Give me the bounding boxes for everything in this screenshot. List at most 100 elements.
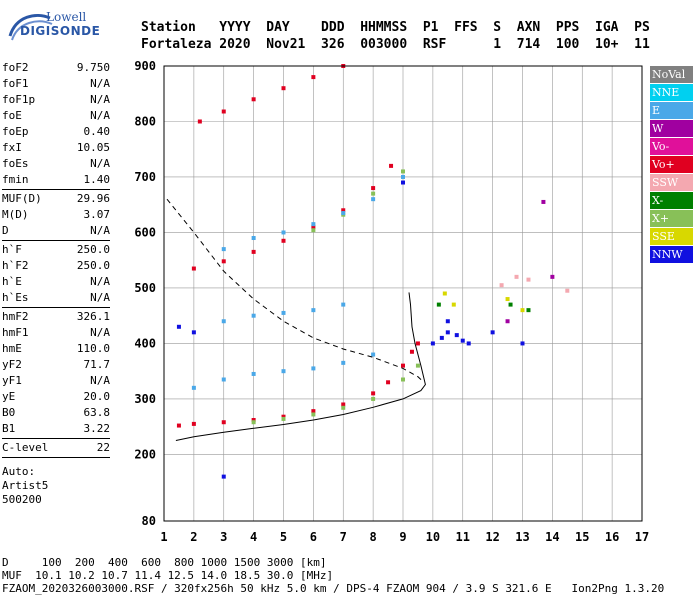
data-point	[520, 308, 525, 313]
data-point	[505, 319, 510, 324]
y-tick-label: 900	[134, 59, 156, 73]
x-tick-label: 3	[220, 530, 227, 544]
header-label: DDD	[321, 20, 361, 35]
x-tick-label: 10	[426, 530, 440, 544]
param-row: h`F2 250.0	[2, 258, 110, 274]
data-point	[371, 191, 376, 196]
data-point	[442, 291, 447, 296]
param-value: 29.96	[76, 192, 110, 205]
x-tick-label: 1	[160, 530, 167, 544]
param-name: B0	[2, 406, 16, 419]
data-point	[311, 366, 316, 371]
data-point	[281, 416, 286, 421]
y-tick-label: 80	[142, 514, 156, 528]
param-separator	[2, 438, 110, 439]
data-point	[454, 333, 459, 338]
logo-line1: Lowell	[46, 10, 87, 24]
param-value: 3.22	[83, 422, 111, 435]
legend-entry: W	[650, 120, 693, 137]
legend-entry: Vo+	[650, 156, 693, 173]
data-point	[460, 338, 465, 343]
param-value: 9.750	[76, 61, 110, 74]
data-point	[451, 302, 456, 307]
param-row: D N/A	[2, 223, 110, 239]
x-tick-labels: 1 2 3 4 5 6 7 8 9 10 11 12 13 14 15 16 17	[160, 530, 649, 544]
param-name: yE	[2, 390, 16, 403]
param-name: foEp	[2, 125, 29, 138]
header-label: P1	[422, 20, 455, 35]
parameter-panel: foF2 9.750 foF1 N/A foF1p N/A foE N/A foEp 0.40 fx…	[2, 60, 110, 507]
data-point	[415, 341, 420, 346]
data-point	[197, 119, 202, 124]
param-row: yF2 71.7	[2, 357, 110, 373]
data-point	[565, 288, 570, 293]
param-row: hmF1 N/A	[2, 325, 110, 341]
x-tick-label: 14	[545, 530, 559, 544]
legend-entry: NoVal	[650, 66, 693, 83]
data-point	[311, 224, 316, 229]
data-point	[508, 302, 513, 307]
chart-curves	[166, 198, 426, 441]
param-value: N/A	[90, 374, 110, 387]
data-point	[311, 308, 316, 313]
data-point	[401, 169, 405, 174]
param-row: foE N/A	[2, 108, 110, 124]
data-point	[221, 474, 226, 479]
data-point	[401, 377, 405, 382]
data-point	[191, 385, 196, 390]
data-point	[499, 283, 504, 288]
param-row: MUF(D) 29.96	[2, 191, 110, 207]
header-value: 003000	[360, 37, 423, 52]
data-point	[466, 341, 471, 346]
param-name: hmF1	[2, 326, 29, 339]
param-name: hmE	[2, 342, 22, 355]
header-label: PS	[634, 20, 658, 35]
data-point	[526, 277, 531, 282]
param-value: N/A	[90, 275, 110, 288]
data-point	[221, 247, 226, 252]
data-point	[311, 409, 316, 414]
x-tick-label: 17	[635, 530, 649, 544]
x-tick-label: 2	[190, 530, 197, 544]
data-point	[251, 418, 256, 423]
param-separator	[2, 189, 110, 190]
header-value: Fortaleza	[141, 37, 220, 52]
param-value: N/A	[90, 109, 110, 122]
param-row: h`E N/A	[2, 274, 110, 290]
data-point	[251, 249, 256, 254]
header-value: 714	[516, 37, 556, 52]
data-point	[550, 274, 555, 279]
header-value: 100	[555, 37, 596, 52]
chart-grid	[163, 65, 643, 522]
x-tick-label: 9	[399, 530, 406, 544]
param-row: hmE 110.0	[2, 341, 110, 357]
legend-entry: NNW	[650, 246, 693, 263]
data-point	[445, 330, 450, 335]
x-tick-label: 12	[485, 530, 499, 544]
param-value: 326.1	[76, 310, 110, 323]
param-name: MUF(D)	[2, 192, 42, 205]
profile-solid-curve	[175, 292, 426, 441]
header-label: YYYY	[219, 20, 267, 35]
data-point	[526, 308, 531, 313]
data-point	[430, 341, 435, 346]
param-row: foEs N/A	[2, 156, 110, 172]
data-point	[281, 310, 286, 315]
data-point	[251, 420, 256, 425]
data-point	[221, 420, 226, 425]
data-point	[371, 186, 376, 191]
param-row: B0 63.8	[2, 405, 110, 421]
legend-entry: SSW	[650, 174, 693, 191]
param-name: B1	[2, 422, 16, 435]
param-value: N/A	[90, 326, 110, 339]
data-point	[281, 86, 286, 91]
data-point	[311, 222, 316, 227]
param-separator	[2, 307, 110, 308]
param-value: N/A	[90, 93, 110, 106]
data-point	[176, 423, 181, 428]
auto-line: 500200	[2, 493, 42, 506]
data-point	[221, 109, 226, 114]
y-tick-label: 600	[134, 225, 156, 239]
header-label: DAY	[266, 20, 322, 35]
